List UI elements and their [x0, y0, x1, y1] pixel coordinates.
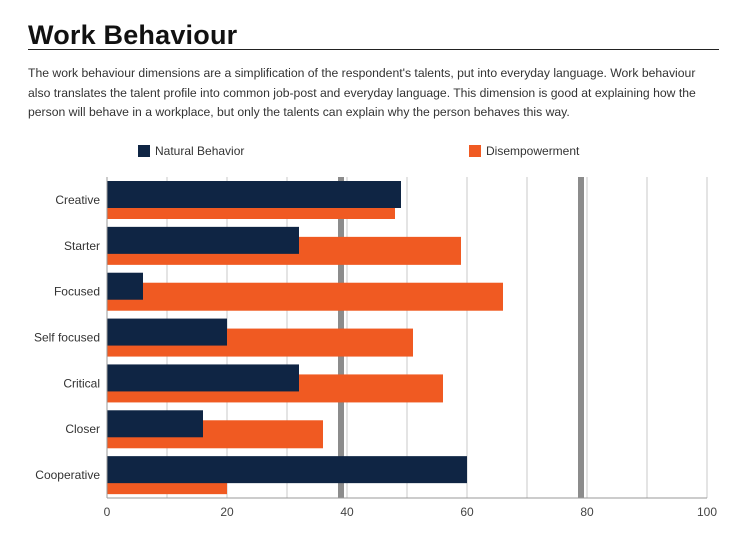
category-label: Focused	[54, 285, 100, 299]
bar-natural-behavior	[107, 456, 467, 484]
legend-label-natural-behavior: Natural Behavior	[155, 144, 245, 158]
legend-swatch-natural-behavior	[138, 145, 150, 157]
category-label: Cooperative	[35, 468, 100, 482]
category-label: Self focused	[34, 331, 100, 345]
bar-natural-behavior	[107, 364, 299, 392]
x-tick-label: 60	[460, 505, 474, 519]
legend-swatch-disempowerment	[469, 145, 481, 157]
bar-natural-behavior	[107, 410, 203, 438]
x-tick-label: 80	[580, 505, 594, 519]
category-label: Creative	[55, 193, 100, 207]
x-tick-label: 0	[104, 505, 111, 519]
category-label: Closer	[65, 422, 100, 436]
bar-natural-behavior	[107, 181, 401, 208]
bar-natural-behavior	[107, 226, 299, 254]
x-tick-label: 20	[220, 505, 234, 519]
x-tick-label: 100	[697, 505, 717, 519]
category-label: Starter	[64, 239, 100, 253]
legend-item-natural-behavior: Natural Behavior	[138, 144, 244, 158]
legend-label-disempowerment: Disempowerment	[486, 144, 580, 158]
category-label: Critical	[63, 376, 100, 390]
page-title: Work Behaviour	[28, 20, 238, 50]
title-divider	[28, 49, 719, 50]
bar-natural-behavior	[107, 318, 227, 346]
bar-disempowerment	[107, 282, 503, 311]
legend-item-disempowerment: Disempowerment	[469, 144, 579, 158]
bar-natural-behavior	[107, 272, 143, 300]
page-description: The work behaviour dimensions are a simp…	[28, 66, 696, 119]
x-tick-label: 40	[340, 505, 354, 519]
